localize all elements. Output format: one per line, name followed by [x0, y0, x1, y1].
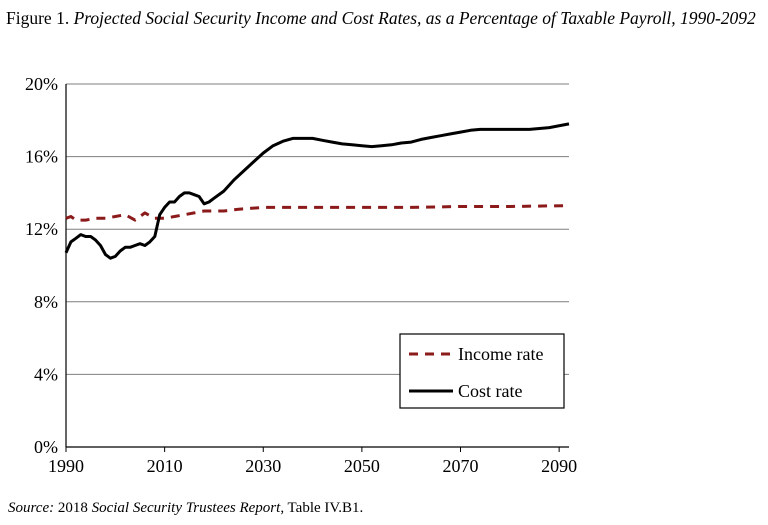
x-tick-label: 1990	[48, 456, 84, 476]
source-label: Source:	[8, 500, 55, 516]
source-note: Source: 2018 Social Security Trustees Re…	[8, 500, 363, 517]
legend-income-label: Income rate	[458, 344, 543, 364]
axes	[65, 84, 569, 452]
x-tick-label: 2090	[541, 456, 577, 476]
legend-cost-label: Cost rate	[458, 381, 523, 401]
cost-rate-line	[64, 122, 570, 260]
legend-box	[399, 333, 565, 409]
legend: Income rate Cost rate	[399, 333, 565, 409]
y-tick-label: 20%	[25, 74, 58, 94]
figure-title-text: Projected Social Security Income and Cos…	[73, 8, 756, 28]
x-axis-tick-labels: 1990 2010 2030 2050 2070 2090	[48, 456, 577, 476]
x-tick-label: 2010	[147, 456, 183, 476]
income-rate-line	[65, 204, 570, 222]
y-tick-label: 4%	[34, 364, 58, 384]
source-report: Social Security Trustees Report	[91, 500, 281, 516]
figure-number: Figure 1.	[6, 8, 70, 28]
source-table: , Table IV.B1.	[280, 500, 364, 516]
source-year: 2018	[57, 500, 88, 516]
y-axis-tick-labels: 0% 4% 8% 12% 16% 20%	[25, 74, 58, 457]
y-tick-label: 8%	[34, 292, 58, 312]
y-tick-label: 0%	[34, 437, 58, 457]
x-tick-label: 2070	[443, 456, 479, 476]
x-tick-label: 2050	[344, 456, 380, 476]
series-lines	[64, 122, 570, 260]
gridlines	[66, 83, 569, 375]
x-tick-label: 2030	[245, 456, 281, 476]
y-tick-label: 12%	[25, 219, 58, 239]
y-tick-label: 16%	[25, 147, 58, 167]
figure-title: Figure 1. Projected Social Security Inco…	[6, 6, 764, 30]
